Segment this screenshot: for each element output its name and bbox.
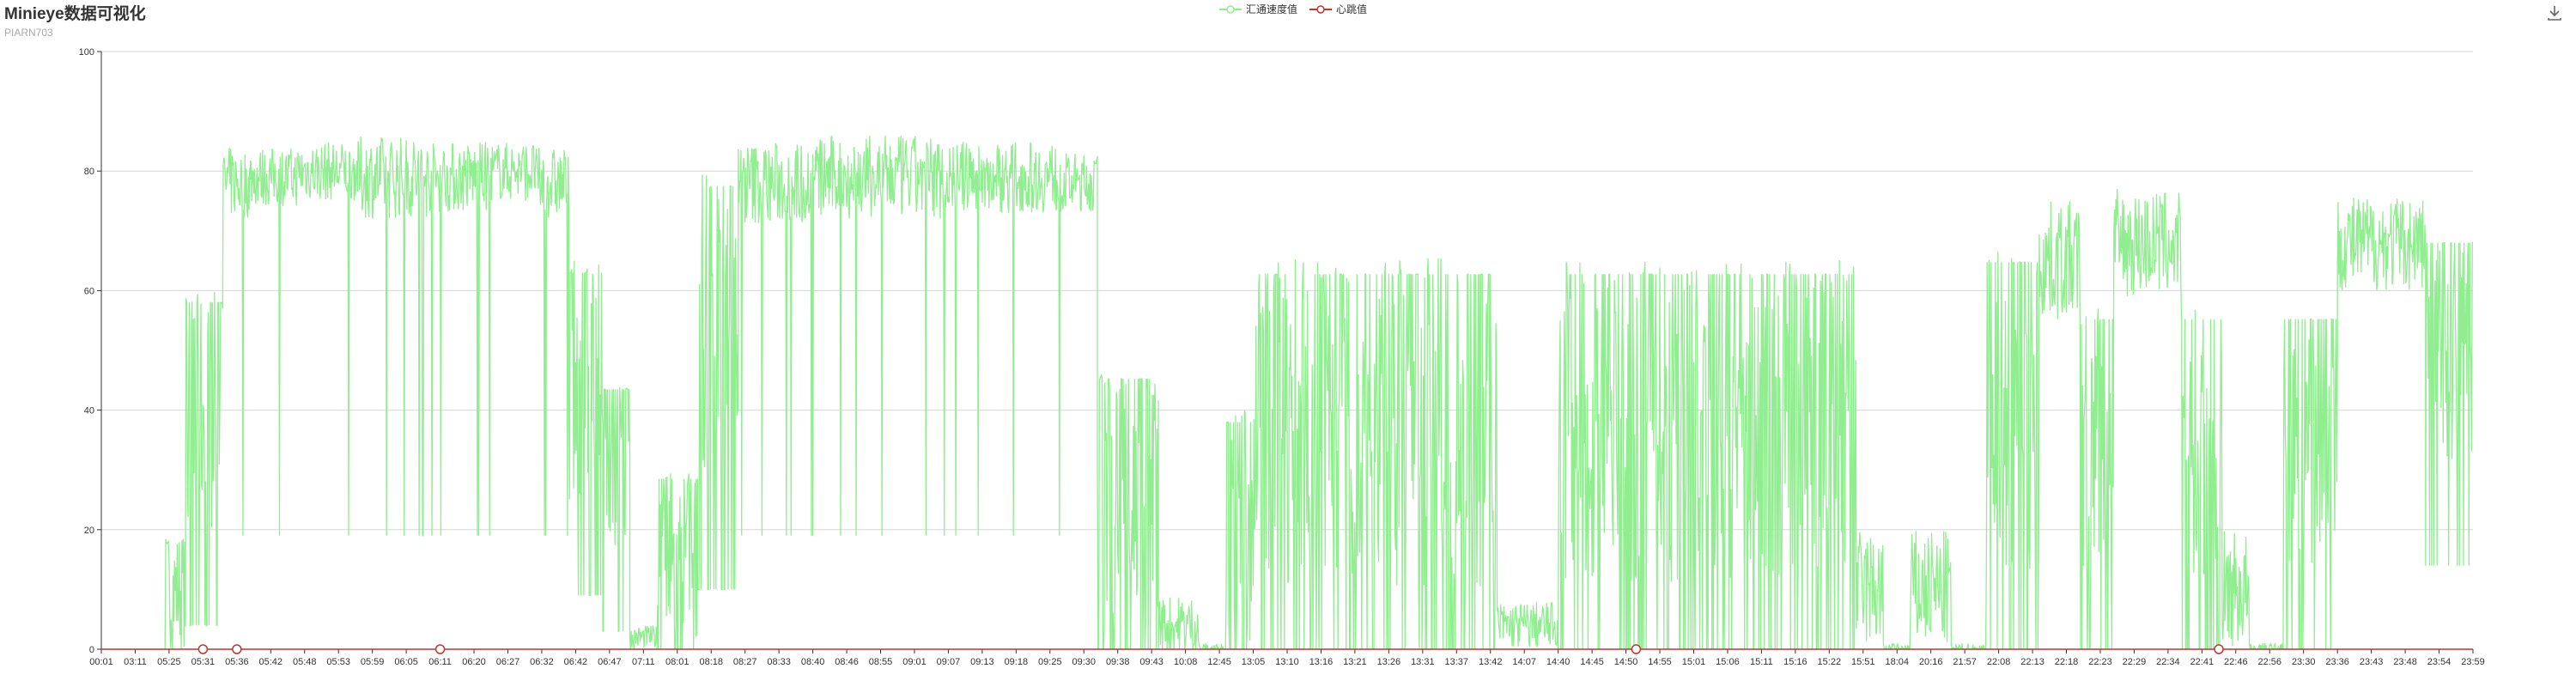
heartbeat-point [2214, 644, 2224, 654]
x-tick-label: 15:01 [1682, 657, 1706, 667]
heartbeat-point [434, 644, 446, 654]
x-tick-label: 06:47 [598, 657, 622, 667]
x-tick-label: 15:22 [1818, 657, 1842, 667]
x-tick-label: 23:30 [2292, 657, 2316, 667]
x-tick-label: 20:16 [1919, 657, 1943, 667]
x-tick-label: 23:54 [2427, 657, 2451, 667]
x-tick-label: 14:50 [1614, 657, 1638, 667]
x-tick-label: 08:27 [733, 657, 757, 667]
x-tick-label: 13:10 [1275, 657, 1299, 667]
x-tick-label: 13:31 [1411, 657, 1435, 667]
legend-label-speed: 汇通速度值 [1246, 3, 1298, 15]
x-tick-label: 15:16 [1783, 657, 1807, 667]
x-tick-label: 23:59 [2461, 657, 2485, 667]
chart-subtitle: PIARN703 [4, 27, 53, 39]
x-tick-label: 05:36 [225, 657, 249, 667]
x-tick-label: 09:07 [937, 657, 961, 667]
x-tick-label: 22:29 [2123, 657, 2147, 667]
chart-title: Minieye数据可视化 [4, 5, 146, 23]
x-tick-label: 23:36 [2325, 657, 2349, 667]
x-tick-label: 08:46 [835, 657, 859, 667]
x-tick-label: 14:07 [1512, 657, 1536, 667]
download-icon [2548, 6, 2561, 21]
x-tick-label: 22:13 [2020, 657, 2044, 667]
x-tick-label: 03:11 [124, 657, 147, 667]
x-tick-label: 09:25 [1038, 657, 1062, 667]
x-tick-label: 05:31 [191, 657, 216, 667]
x-tick-label: 14:55 [1648, 657, 1672, 667]
x-tick-label: 18:04 [1885, 657, 1909, 667]
x-tick-label: 06:11 [428, 657, 452, 667]
x-tick-label: 22:23 [2088, 657, 2112, 667]
save-image-button[interactable] [2545, 3, 2564, 22]
x-tick-label: 23:43 [2360, 657, 2384, 667]
x-tick-label: 06:20 [462, 657, 486, 667]
x-tick-label: 05:48 [293, 657, 317, 667]
x-tick-label: 09:43 [1139, 657, 1163, 667]
y-tick-label: 60 [84, 286, 94, 296]
x-tick-label: 13:42 [1479, 657, 1503, 667]
x-tick-label: 08:55 [869, 657, 893, 667]
x-tick-label: 05:25 [157, 657, 181, 667]
x-tick-label: 09:18 [1005, 657, 1029, 667]
legend-item-speed[interactable]: 汇通速度值 [1219, 2, 1297, 16]
x-tick-label: 09:38 [1106, 657, 1130, 667]
heartbeat-point [232, 644, 242, 654]
x-tick-label: 13:37 [1445, 657, 1469, 667]
x-tick-label: 13:05 [1242, 657, 1266, 667]
x-tick-label: 09:30 [1072, 657, 1096, 667]
x-tick-label: 00:01 [89, 657, 113, 667]
x-tick-label: 10:08 [1174, 657, 1198, 667]
x-tick-label: 06:05 [394, 657, 418, 667]
legend: 汇通速度值 心跳值 [1219, 2, 1367, 16]
x-tick-label: 08:01 [665, 657, 690, 667]
y-tick-label: 100 [79, 47, 94, 58]
y-tick-label: 40 [84, 406, 94, 416]
x-tick-label: 13:16 [1309, 657, 1334, 667]
x-tick-label: 08:18 [699, 657, 723, 667]
x-tick-label: 05:42 [259, 657, 283, 667]
legend-marker-icon [1309, 4, 1333, 14]
x-tick-label: 09:01 [902, 657, 927, 667]
y-tick-label: 0 [89, 645, 94, 655]
x-tick-label: 15:51 [1851, 657, 1875, 667]
x-tick-label: 09:13 [970, 657, 994, 667]
x-tick-label: 13:21 [1343, 657, 1367, 667]
x-tick-label: 22:08 [1987, 657, 2011, 667]
legend-line-icon [1219, 4, 1242, 14]
x-tick-label: 22:34 [2156, 657, 2180, 667]
x-tick-label: 22:56 [2257, 657, 2281, 667]
x-tick-label: 14:45 [1580, 657, 1604, 667]
legend-item-heartbeat[interactable]: 心跳值 [1309, 2, 1367, 16]
x-tick-label: 23:48 [2393, 657, 2417, 667]
x-tick-label: 21:57 [1953, 657, 1977, 667]
x-tick-label: 06:42 [564, 657, 588, 667]
x-tick-label: 05:59 [361, 657, 385, 667]
x-tick-label: 15:11 [1750, 657, 1773, 667]
legend-label-heartbeat: 心跳值 [1336, 3, 1368, 15]
speed-series-line [101, 135, 2473, 652]
x-tick-label: 06:32 [530, 657, 554, 667]
y-tick-label: 80 [84, 167, 94, 177]
x-tick-label: 22:41 [2190, 657, 2215, 667]
y-tick-label: 20 [84, 526, 94, 536]
x-tick-label: 22:46 [2224, 657, 2248, 667]
x-tick-label: 12:45 [1207, 657, 1231, 667]
heartbeat-point [1631, 644, 1642, 654]
x-tick-label: 22:18 [2055, 657, 2079, 667]
x-tick-label: 08:40 [801, 657, 825, 667]
heartbeat-point [197, 644, 209, 654]
x-tick-label: 14:40 [1546, 657, 1571, 667]
x-tick-label: 06:27 [496, 657, 520, 667]
x-tick-label: 05:53 [326, 657, 350, 667]
x-tick-label: 13:26 [1377, 657, 1401, 667]
x-tick-label: 15:06 [1716, 657, 1740, 667]
x-tick-label: 08:33 [767, 657, 791, 667]
x-tick-label: 07:11 [632, 657, 655, 667]
